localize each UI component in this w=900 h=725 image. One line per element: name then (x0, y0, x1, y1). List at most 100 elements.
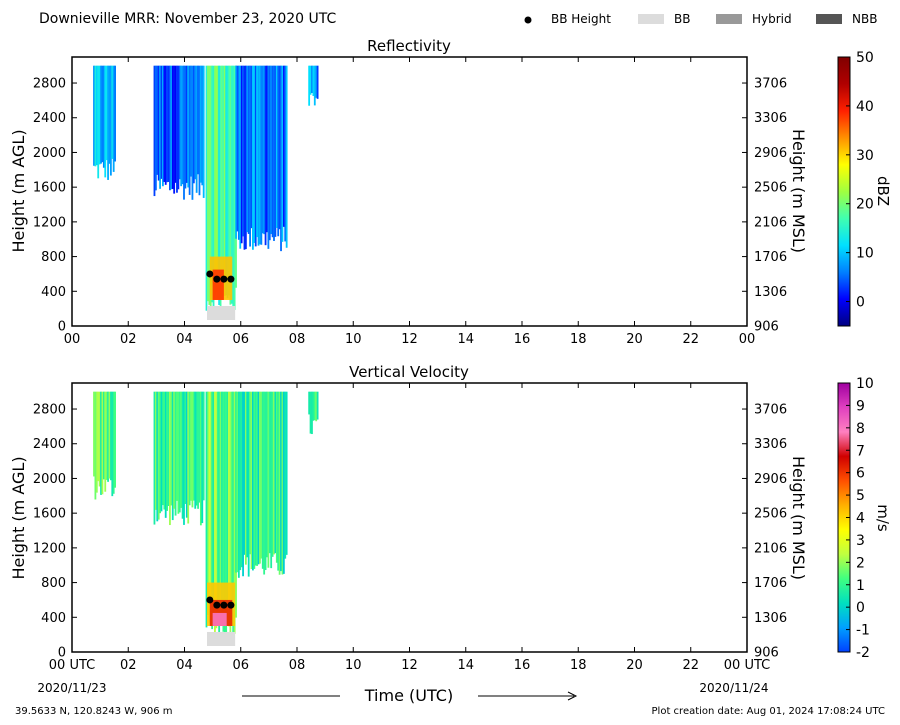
data-strip (275, 391, 278, 563)
data-strip (229, 65, 232, 305)
y-tick-label-left: 1200 (33, 215, 66, 230)
precip-column-2 (153, 391, 205, 526)
bb-height-point (206, 596, 214, 604)
data-strip (114, 65, 116, 162)
colorbar-label-reflectivity: dBZ (874, 176, 892, 206)
data-strip (311, 391, 313, 435)
footer-creation-date: Plot creation date: Aug 01, 2024 17:08:2… (652, 706, 885, 717)
data-strip (312, 391, 315, 421)
data-strip (253, 391, 256, 569)
x-tick-label: 08 (289, 332, 306, 347)
bb-height-point (220, 601, 228, 609)
x-tick-label: 04 (176, 332, 193, 347)
data-strip (176, 391, 178, 501)
data-strip (243, 65, 246, 250)
precip-column-5 (308, 391, 319, 435)
data-strip (226, 65, 229, 299)
data-strip (212, 65, 215, 313)
data-strip (208, 391, 211, 623)
data-strip (313, 65, 316, 106)
data-strip (259, 391, 261, 564)
data-strip (223, 65, 226, 296)
data-strip (102, 391, 105, 480)
x-tick-label: 18 (570, 658, 587, 673)
data-strip (215, 391, 218, 629)
data-strip (254, 65, 257, 247)
data-strip (266, 391, 268, 558)
data-strip (104, 65, 107, 178)
data-strip (173, 65, 176, 194)
data-strip (263, 65, 266, 235)
colorbar-tick-label: 9 (856, 398, 865, 414)
data-strip (198, 391, 201, 503)
x-tick-label: 10 (345, 332, 362, 347)
data-strip (275, 65, 278, 228)
data-strip (170, 391, 173, 506)
x-tick-label: 12 (401, 658, 418, 673)
data-strip (218, 65, 221, 305)
colorbar-tick-label: 3 (856, 533, 865, 549)
data-strip (177, 65, 180, 190)
data-strip (159, 391, 161, 514)
data-strip (201, 65, 204, 186)
x-tick-label: 00 UTC (724, 658, 770, 673)
y-tick-label-right: 2106 (754, 541, 787, 556)
data-strip (208, 65, 211, 305)
data-strip (232, 391, 235, 639)
data-strip (187, 391, 190, 524)
x-tick-label: 04 (176, 658, 193, 673)
data-strip (221, 65, 223, 297)
data-strip (180, 391, 183, 508)
data-marks-reflectivity (93, 65, 319, 320)
data-strip (188, 65, 191, 195)
data-marks-velocity (93, 391, 319, 646)
y-tick-label-right: 1306 (754, 285, 787, 300)
colorbar-reflectivity: 50 40 30 20 10 0 (837, 50, 874, 327)
y-tick-label-right: 2506 (754, 507, 787, 522)
data-strip (271, 391, 274, 557)
data-strip (101, 65, 104, 163)
data-strip (169, 391, 171, 526)
x-tick-label: 20 (626, 332, 643, 347)
time-arrow-head (567, 691, 578, 701)
data-strip (244, 65, 247, 250)
bb-height-point (213, 601, 221, 609)
data-strip (194, 391, 197, 509)
data-strip (192, 391, 195, 501)
data-strip (111, 65, 114, 159)
precip-column-4 (235, 65, 288, 252)
data-strip (212, 391, 215, 621)
data-strip (247, 391, 250, 577)
colorbar-tick-label: -2 (856, 645, 870, 661)
data-strip (250, 65, 253, 229)
data-strip (153, 391, 156, 525)
colorbar-tick-label: 7 (856, 443, 865, 459)
colorbar-tick-label: -1 (856, 623, 870, 639)
x-tick-label: 10 (345, 658, 362, 673)
data-strip (190, 65, 192, 177)
x-tick-label: 00 (739, 332, 756, 347)
data-strip (233, 391, 236, 634)
legend-swatch-nbb (816, 14, 842, 24)
data-strip (311, 65, 313, 93)
data-strip (219, 65, 222, 307)
data-strip (162, 65, 164, 187)
data-strip (284, 65, 287, 242)
data-strip (312, 65, 315, 96)
data-strip (268, 65, 271, 241)
data-strip (93, 391, 95, 477)
precip-column-4 (235, 391, 288, 578)
colorbar-tick-label: 30 (856, 148, 874, 164)
data-strip (226, 391, 229, 617)
data-strip (215, 65, 218, 293)
data-strip (109, 391, 112, 481)
data-strip (167, 65, 170, 182)
data-strip (216, 391, 219, 623)
y-tick-label-left: 1600 (33, 181, 66, 196)
data-strip (107, 65, 109, 180)
data-strip (154, 65, 157, 191)
data-strip (173, 391, 176, 509)
data-strip (162, 391, 164, 506)
precip-column-1 (93, 391, 116, 500)
